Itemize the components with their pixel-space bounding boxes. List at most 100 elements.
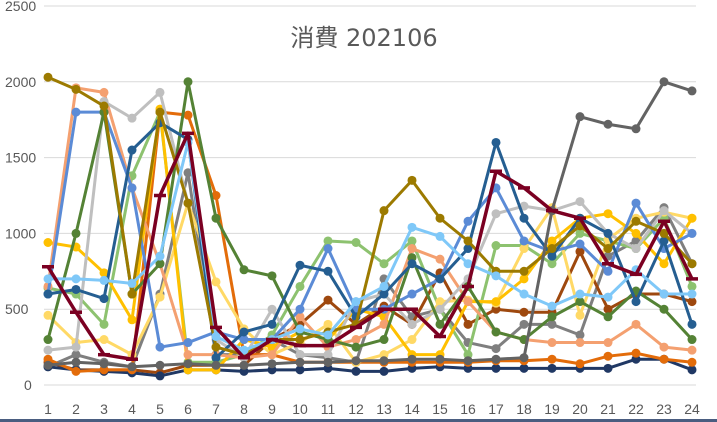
series-line [47, 90, 693, 360]
data-point [659, 259, 669, 269]
data-point [575, 197, 585, 207]
series-line [47, 121, 694, 360]
data-point [687, 259, 697, 269]
data-point [519, 213, 529, 223]
x-tick-label: 16 [460, 401, 476, 417]
x-tick-label: 4 [128, 401, 136, 417]
y-tick-label: 2000 [5, 74, 36, 90]
data-point [127, 289, 137, 299]
x-tick-label: 13 [376, 401, 392, 417]
data-point [351, 335, 361, 345]
data-point [379, 289, 389, 299]
data-point [71, 350, 81, 360]
data-point [687, 335, 697, 345]
data-point [99, 335, 109, 345]
data-point [99, 294, 109, 304]
chart-title: 消費 202106 [290, 24, 437, 52]
data-point [295, 350, 305, 360]
data-point [547, 236, 557, 246]
data-point [211, 331, 221, 341]
data-point [183, 338, 193, 348]
series-12 [43, 118, 697, 363]
data-point [547, 354, 557, 364]
data-point [239, 360, 249, 370]
series-line [47, 75, 694, 357]
data-point [43, 274, 53, 284]
data-point [323, 319, 333, 329]
data-point [603, 351, 613, 361]
data-point [463, 297, 473, 307]
data-point [491, 297, 501, 307]
data-point [295, 324, 305, 334]
data-point [183, 77, 193, 87]
data-point [99, 87, 109, 97]
data-point [547, 338, 557, 348]
data-point [155, 342, 165, 352]
data-point [155, 371, 165, 381]
data-point [575, 330, 585, 340]
data-point [519, 363, 529, 373]
data-point [295, 260, 305, 270]
data-point [267, 350, 277, 360]
data-point [127, 362, 137, 372]
data-point [435, 304, 445, 314]
data-point [687, 319, 697, 329]
x-tick-label: 8 [240, 401, 248, 417]
data-point [407, 354, 417, 364]
data-point [71, 342, 81, 352]
data-point [519, 307, 529, 317]
data-point [603, 244, 613, 254]
data-point [379, 335, 389, 345]
data-point [687, 365, 697, 375]
data-point [379, 259, 389, 269]
data-point [687, 86, 697, 96]
data-point [267, 319, 277, 329]
y-tick-label: 2500 [5, 0, 36, 14]
data-point [351, 237, 361, 247]
data-point [127, 278, 137, 288]
data-point [351, 342, 361, 352]
data-point [519, 266, 529, 276]
data-point [323, 236, 333, 246]
data-point [323, 330, 333, 340]
data-point [687, 289, 697, 299]
data-point [127, 315, 137, 325]
data-point [687, 281, 697, 291]
data-point [183, 359, 193, 369]
data-point [659, 236, 669, 246]
data-point [519, 244, 529, 254]
data-point [631, 348, 641, 358]
data-point [603, 312, 613, 322]
data-point [575, 338, 585, 348]
data-point [659, 228, 669, 238]
data-point [603, 338, 613, 348]
data-point [155, 292, 165, 302]
data-point [491, 327, 501, 337]
x-tick-label: 11 [321, 401, 336, 417]
x-tick-label: 1 [44, 401, 52, 417]
data-point [687, 213, 697, 223]
x-tick-label: 7 [212, 401, 220, 417]
data-point [407, 289, 417, 299]
data-point [99, 268, 109, 278]
data-point [295, 281, 305, 291]
data-point [603, 119, 613, 129]
data-point [407, 244, 417, 254]
data-point [99, 275, 109, 285]
data-point [435, 297, 445, 307]
data-point [603, 304, 613, 314]
x-tick-label: 3 [100, 401, 108, 417]
data-point [379, 356, 389, 366]
data-point [687, 345, 697, 355]
data-point [435, 213, 445, 223]
data-point [547, 251, 557, 261]
x-tick-label: 21 [600, 401, 616, 417]
data-point [211, 191, 221, 200]
data-point [351, 356, 361, 366]
series-line [46, 131, 694, 361]
data-point [435, 254, 445, 264]
data-point [547, 244, 557, 254]
y-tick-label: 1500 [5, 150, 36, 166]
data-point [127, 183, 137, 193]
